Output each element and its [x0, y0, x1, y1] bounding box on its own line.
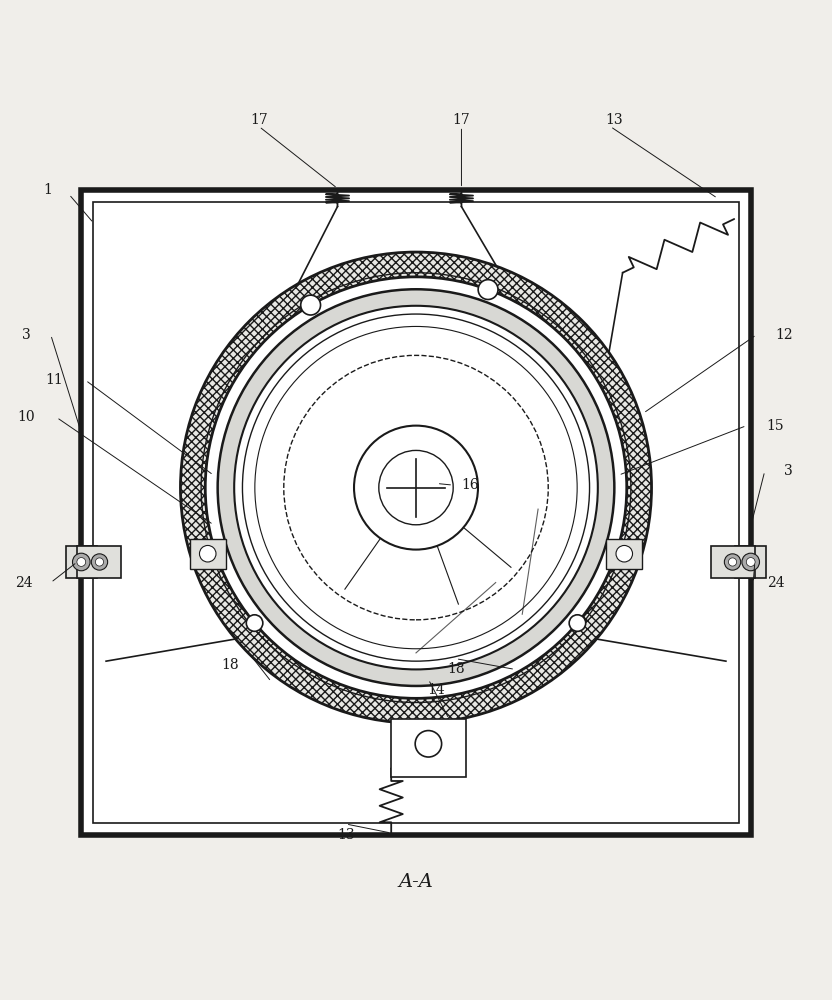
Bar [93, 202, 739, 823]
Circle shape [742, 553, 760, 571]
Circle shape [415, 731, 442, 757]
Circle shape [569, 615, 586, 631]
Text: 24: 24 [15, 576, 32, 590]
Circle shape [300, 295, 320, 315]
Circle shape [478, 280, 498, 299]
Text: 18: 18 [221, 658, 239, 672]
Text: 12: 12 [775, 328, 793, 342]
Bar [77, 546, 121, 578]
Text: 17: 17 [453, 113, 470, 127]
Circle shape [77, 558, 86, 566]
Circle shape [616, 545, 632, 562]
Text: 14: 14 [428, 683, 446, 697]
Circle shape [181, 252, 651, 723]
Circle shape [234, 306, 598, 669]
Text: 16: 16 [461, 478, 478, 492]
Bar [711, 546, 755, 578]
Circle shape [246, 615, 263, 631]
Circle shape [72, 553, 90, 571]
Bar [606, 539, 642, 569]
Bar [82, 190, 750, 835]
Text: 18: 18 [447, 662, 464, 676]
Bar [190, 539, 226, 569]
Circle shape [729, 558, 736, 566]
Text: 13: 13 [606, 113, 623, 127]
Text: 3: 3 [22, 328, 30, 342]
Circle shape [96, 558, 103, 566]
Circle shape [725, 554, 740, 570]
Text: 1: 1 [44, 183, 52, 197]
Text: 10: 10 [17, 410, 35, 424]
Bar [66, 546, 97, 578]
Text: 3: 3 [784, 464, 792, 478]
Circle shape [218, 289, 614, 686]
Bar [735, 546, 766, 578]
Circle shape [200, 545, 216, 562]
Text: 13: 13 [337, 828, 354, 842]
Circle shape [206, 277, 626, 698]
Text: 24: 24 [767, 576, 785, 590]
Text: 11: 11 [45, 373, 63, 387]
Text: A-A: A-A [399, 873, 433, 891]
Circle shape [206, 277, 626, 698]
Circle shape [746, 558, 755, 566]
Circle shape [92, 554, 107, 570]
Bar [391, 719, 466, 777]
Text: 15: 15 [767, 419, 785, 433]
Text: 17: 17 [250, 113, 268, 127]
